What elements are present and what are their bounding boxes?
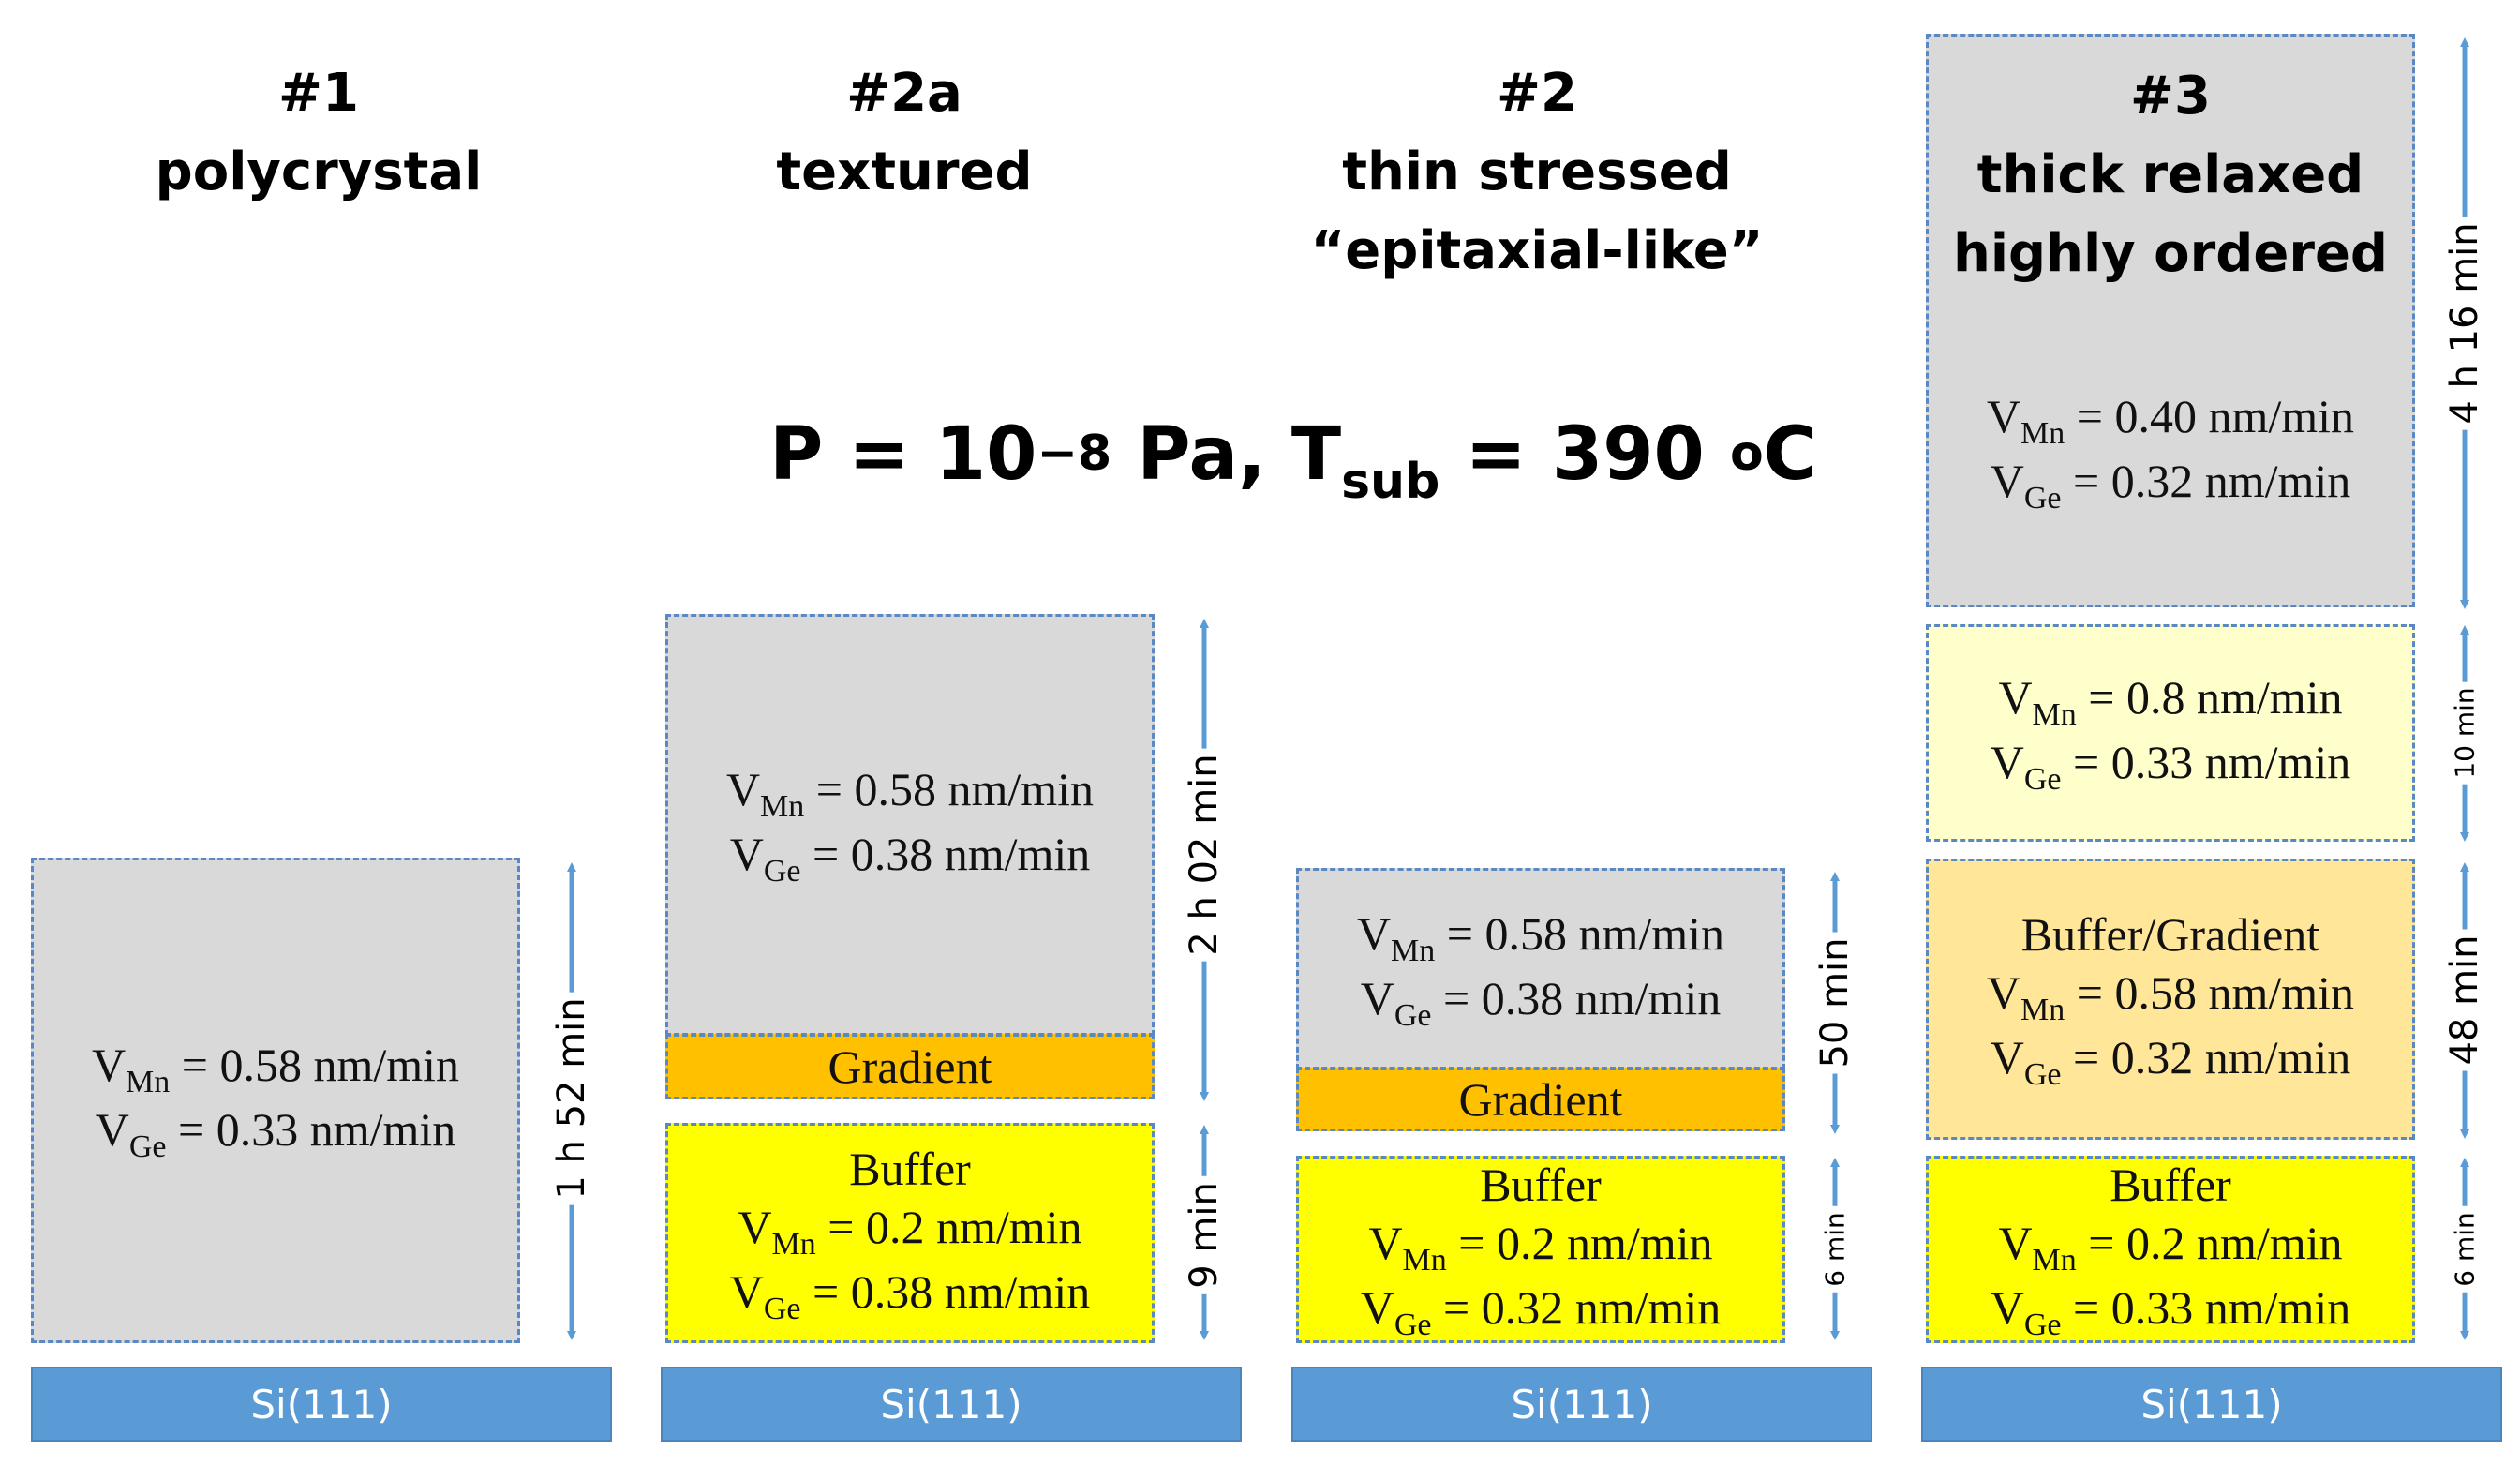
sample-3-top-layer: #3 thick relaxed highly ordered VMn = 0.…: [1926, 34, 2415, 607]
v-mn-rate: VMn = 0.8 nm/min: [1998, 671, 2343, 732]
v-mn-rate: VMn = 0.58 nm/min: [725, 763, 1095, 824]
pressure-label: P = 10: [769, 412, 1037, 497]
sample-description: thin stressed: [1342, 142, 1732, 202]
layer-label: Gradient: [1458, 1073, 1623, 1126]
pressure-unit: Pa, T: [1111, 412, 1342, 497]
v-mn-rate: VMn = 0.58 nm/min: [1986, 966, 2355, 1027]
sample-number: #1: [278, 63, 359, 124]
v-mn-rate: VMn = 0.58 nm/min: [91, 1039, 460, 1099]
sample-description: textured: [776, 142, 1033, 202]
v-mn-rate: VMn = 0.2 nm/min: [1998, 1217, 2343, 1278]
sample-2a-substrate: Si(111): [661, 1367, 1242, 1442]
sample-3-title: #3 thick relaxed highly ordered: [1926, 57, 2415, 293]
sample-number: #2a: [846, 63, 962, 124]
sample-3-gradient-layer: Buffer/Gradient VMn = 0.58 nm/min VGe = …: [1926, 859, 2415, 1140]
duration-s3-gradient: 48 min: [2443, 929, 2486, 1071]
v-ge-rate: VGe = 0.38 nm/min: [729, 828, 1091, 889]
sample-3-upper-layer: VMn = 0.8 nm/min VGe = 0.33 nm/min: [1926, 624, 2415, 842]
v-ge-rate: VGe = 0.32 nm/min: [1360, 1281, 1722, 1342]
v-ge-rate: VGe = 0.38 nm/min: [729, 1264, 1091, 1326]
sample-1-title: #1 polycrystal: [131, 54, 506, 212]
growth-conditions: P = 10−8 Pa, Tsub = 390 oC: [637, 412, 1949, 510]
sample-number: #3: [2130, 66, 2211, 127]
sample-3-substrate: Si(111): [1921, 1367, 2502, 1442]
layer-label: Buffer: [2110, 1159, 2231, 1211]
duration-s2a-buffer: 9 min: [1183, 1176, 1226, 1294]
sample-description: polycrystal: [155, 142, 483, 202]
v-ge-rate: VGe = 0.32 nm/min: [1990, 1031, 2351, 1092]
layer-label: Buffer: [849, 1142, 971, 1195]
duration-s2-buffer: 6 min: [1819, 1206, 1851, 1293]
v-mn-rate: VMn = 0.58 nm/min: [1356, 906, 1725, 968]
pressure-exponent: −8: [1036, 426, 1112, 482]
v-ge-rate: VGe = 0.32 nm/min: [1990, 455, 2351, 516]
sample-3-buffer-layer: Buffer VMn = 0.2 nm/min VGe = 0.33 nm/mi…: [1926, 1156, 2415, 1343]
degree-symbol: o: [1729, 426, 1764, 482]
duration-s2a-main: 2 h 02 min: [1183, 748, 1226, 962]
layer-label: Gradient: [828, 1040, 992, 1093]
sample-description: “epitaxial-like”: [1310, 220, 1764, 281]
v-mn-rate: VMn = 0.2 nm/min: [738, 1200, 1082, 1262]
layer-label: Buffer/Gradient: [2020, 908, 2320, 961]
v-ge-rate: VGe = 0.38 nm/min: [1360, 971, 1722, 1033]
sample-2-substrate: Si(111): [1291, 1367, 1872, 1442]
temp-unit: C: [1763, 412, 1817, 497]
sample-1-main-layer: VMn = 0.58 nm/min VGe = 0.33 nm/min: [31, 858, 520, 1343]
v-ge-rate: VGe = 0.33 nm/min: [1990, 736, 2351, 797]
duration-s3-top: 4 h 16 min: [2443, 217, 2486, 430]
sample-number: #2: [1497, 63, 1577, 124]
sample-2a-main-layer: VMn = 0.58 nm/min VGe = 0.38 nm/min: [665, 614, 1155, 1036]
duration-s1-main: 1 h 52 min: [550, 992, 593, 1205]
sample-description: thick relaxed: [1976, 144, 2364, 205]
sample-2a-gradient-layer: Gradient: [665, 1034, 1155, 1099]
sample-2-main-layer: VMn = 0.58 nm/min VGe = 0.38 nm/min: [1296, 868, 1785, 1069]
duration-s3-buffer: 6 min: [2449, 1206, 2481, 1293]
v-mn-rate: VMn = 0.40 nm/min: [1986, 390, 2355, 451]
sample-2-title: #2 thin stressed “epitaxial-like”: [1303, 54, 1771, 291]
temp-subscript: sub: [1341, 454, 1440, 510]
sample-1-substrate: Si(111): [31, 1367, 612, 1442]
v-ge-rate: VGe = 0.33 nm/min: [95, 1103, 456, 1164]
v-mn-rate: VMn = 0.2 nm/min: [1368, 1217, 1713, 1278]
sample-2-gradient-layer: Gradient: [1296, 1068, 1785, 1131]
sample-2a-buffer-layer: Buffer VMn = 0.2 nm/min VGe = 0.38 nm/mi…: [665, 1123, 1155, 1343]
duration-s3-upper: 10 min: [2449, 681, 2481, 785]
duration-s2-main: 50 min: [1813, 932, 1856, 1074]
sample-2a-title: #2a textured: [717, 54, 1092, 212]
layer-label: Buffer: [1480, 1159, 1602, 1211]
v-ge-rate: VGe = 0.33 nm/min: [1990, 1281, 2351, 1342]
sample-2-buffer-layer: Buffer VMn = 0.2 nm/min VGe = 0.32 nm/mi…: [1296, 1156, 1785, 1343]
temp-value: = 390: [1439, 412, 1730, 497]
sample-description: highly ordered: [1952, 223, 2389, 284]
